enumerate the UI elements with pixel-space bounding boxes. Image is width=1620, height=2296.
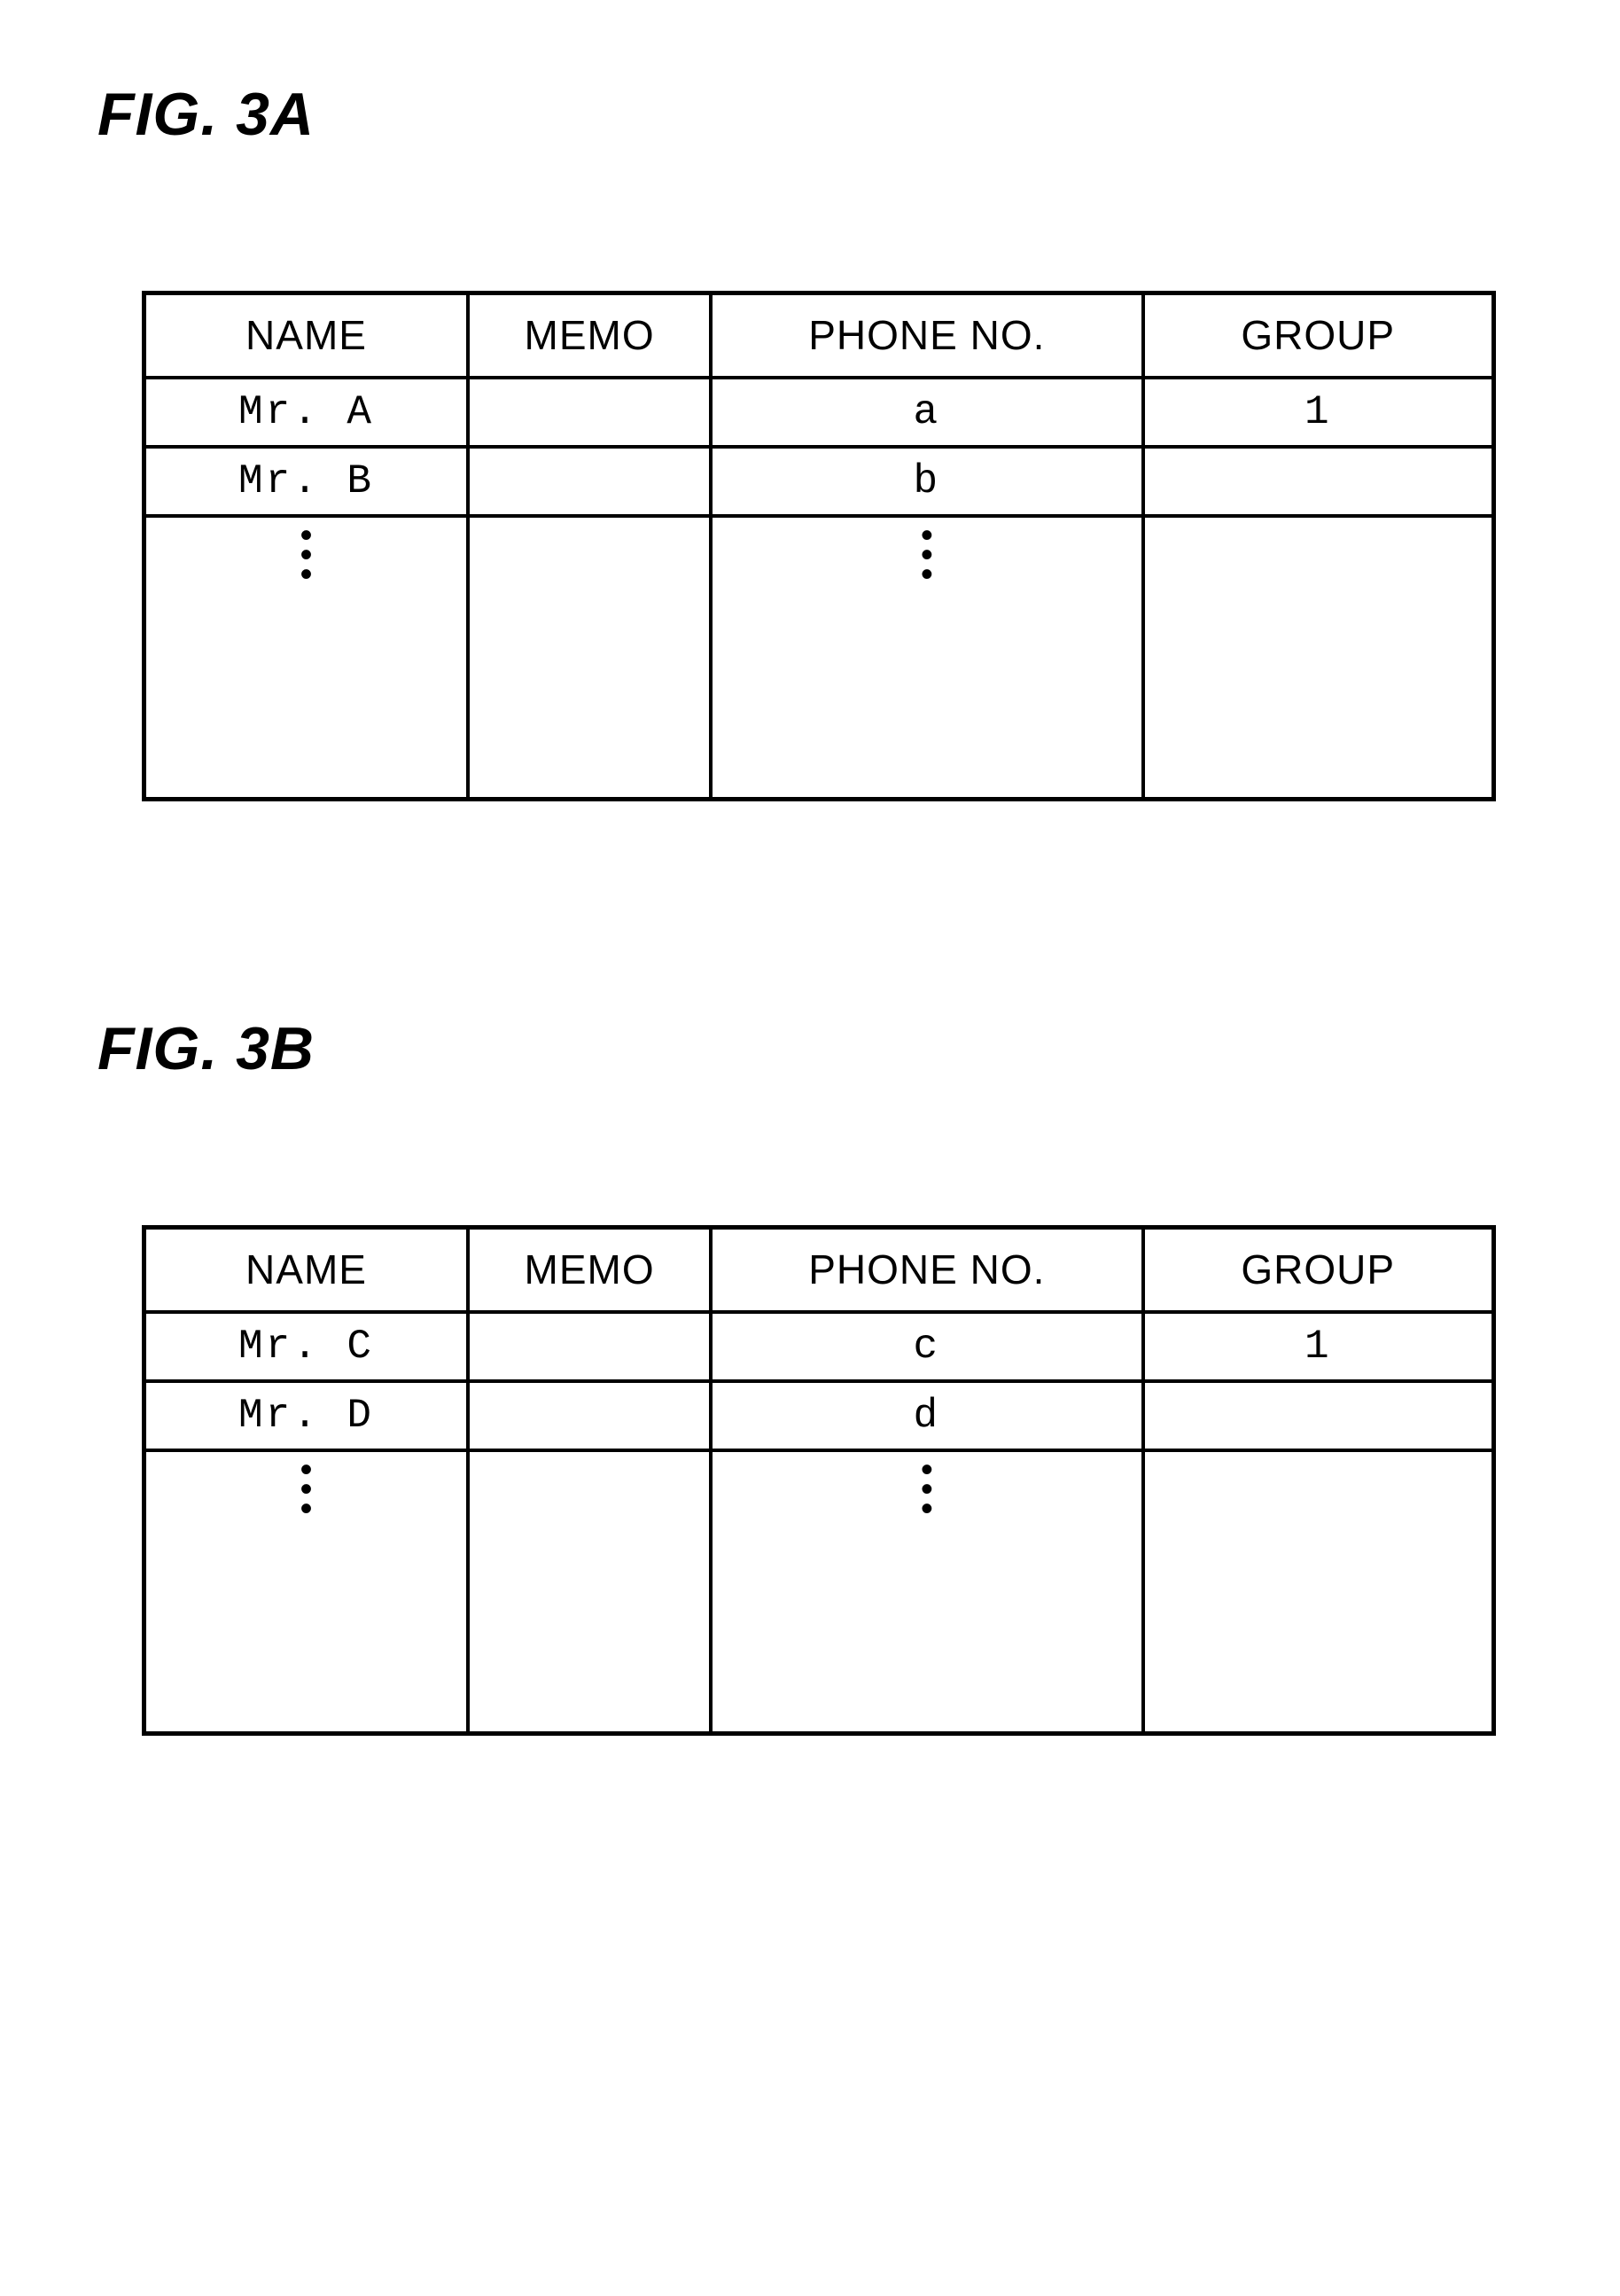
column-header-phone: PHONE NO. xyxy=(711,293,1142,378)
cell-ellipsis-phone: ••• xyxy=(711,516,1142,800)
table-header-row: NAME MEMO PHONE NO. GROUP xyxy=(144,293,1494,378)
vertical-dots-icon: ••• xyxy=(300,527,313,585)
cell-name: Mr. D xyxy=(144,1381,469,1450)
cell-ellipsis-name: ••• xyxy=(144,1450,469,1734)
column-header-group: GROUP xyxy=(1143,293,1494,378)
cell-ellipsis-group xyxy=(1143,516,1494,800)
figure-3b-section: FIG. 3B NAME MEMO PHONE NO. GROUP Mr. C … xyxy=(89,1014,1531,1736)
cell-ellipsis-group xyxy=(1143,1450,1494,1734)
column-header-memo: MEMO xyxy=(468,293,711,378)
vertical-dots-icon: ••• xyxy=(921,1461,933,1519)
table-row: Mr. C c 1 xyxy=(144,1312,1494,1381)
cell-memo xyxy=(468,378,711,447)
cell-group xyxy=(1143,1381,1494,1450)
column-header-phone: PHONE NO. xyxy=(711,1228,1142,1312)
cell-memo xyxy=(468,447,711,516)
cell-phone: a xyxy=(711,378,1142,447)
figure-3a-label: FIG. 3A xyxy=(97,80,1531,149)
cell-ellipsis-memo xyxy=(468,1450,711,1734)
cell-ellipsis-name: ••• xyxy=(144,516,469,800)
table-row: Mr. A a 1 xyxy=(144,378,1494,447)
cell-ellipsis-memo xyxy=(468,516,711,800)
figure-3b-label: FIG. 3B xyxy=(97,1014,1531,1083)
figure-3b-table-wrapper: NAME MEMO PHONE NO. GROUP Mr. C c 1 Mr. … xyxy=(142,1225,1496,1736)
column-header-memo: MEMO xyxy=(468,1228,711,1312)
cell-ellipsis-phone: ••• xyxy=(711,1450,1142,1734)
table-row: Mr. B b xyxy=(144,447,1494,516)
figure-3b-table: NAME MEMO PHONE NO. GROUP Mr. C c 1 Mr. … xyxy=(142,1225,1496,1736)
table-header-row: NAME MEMO PHONE NO. GROUP xyxy=(144,1228,1494,1312)
cell-phone: d xyxy=(711,1381,1142,1450)
cell-group xyxy=(1143,447,1494,516)
column-header-name: NAME xyxy=(144,293,469,378)
cell-phone: b xyxy=(711,447,1142,516)
cell-group: 1 xyxy=(1143,1312,1494,1381)
column-header-group: GROUP xyxy=(1143,1228,1494,1312)
vertical-dots-icon: ••• xyxy=(921,527,933,585)
figure-3a-table-wrapper: NAME MEMO PHONE NO. GROUP Mr. A a 1 Mr. … xyxy=(142,291,1496,801)
cell-memo xyxy=(468,1312,711,1381)
cell-name: Mr. A xyxy=(144,378,469,447)
column-header-name: NAME xyxy=(144,1228,469,1312)
table-ellipsis-row: ••• ••• xyxy=(144,1450,1494,1734)
cell-memo xyxy=(468,1381,711,1450)
cell-phone: c xyxy=(711,1312,1142,1381)
cell-name: Mr. B xyxy=(144,447,469,516)
figure-3a-section: FIG. 3A NAME MEMO PHONE NO. GROUP Mr. A … xyxy=(89,80,1531,801)
table-ellipsis-row: ••• ••• xyxy=(144,516,1494,800)
table-row: Mr. D d xyxy=(144,1381,1494,1450)
figure-3a-table: NAME MEMO PHONE NO. GROUP Mr. A a 1 Mr. … xyxy=(142,291,1496,801)
cell-name: Mr. C xyxy=(144,1312,469,1381)
cell-group: 1 xyxy=(1143,378,1494,447)
vertical-dots-icon: ••• xyxy=(300,1461,313,1519)
